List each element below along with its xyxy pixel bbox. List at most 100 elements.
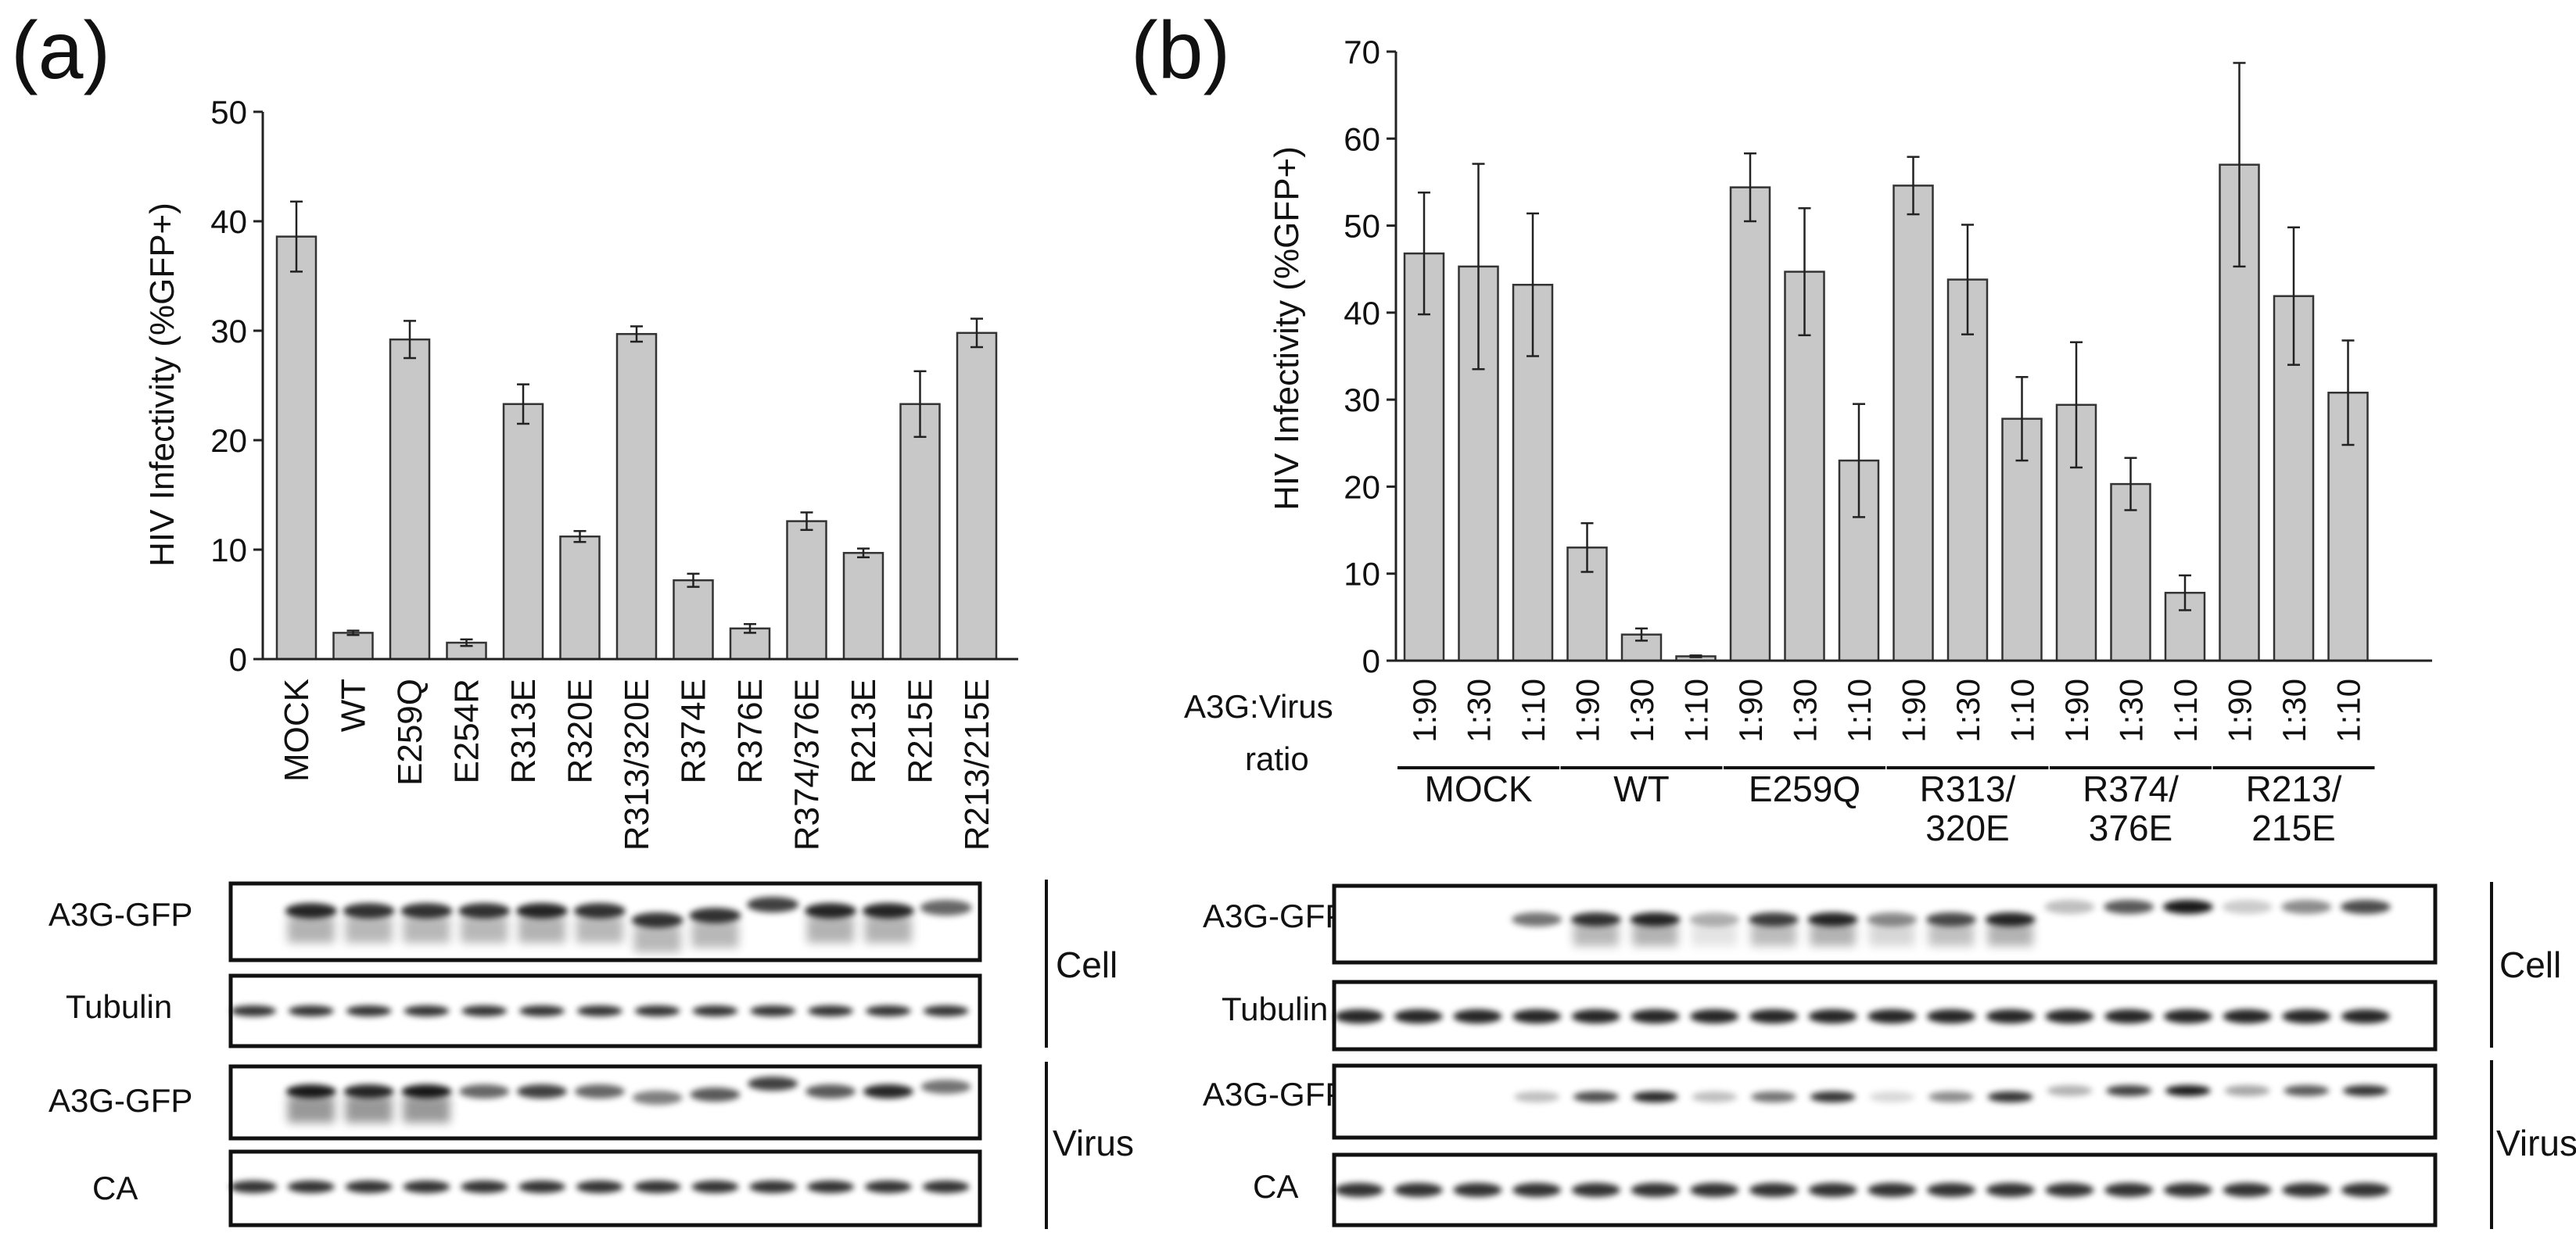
panel-a-y-tick-label: 40 <box>210 203 247 240</box>
cell-a3g-band <box>2044 900 2095 914</box>
bar-r313-320e-1-30 <box>1946 278 1989 662</box>
ca-band <box>2104 1183 2154 1197</box>
ca-band <box>2282 1183 2331 1197</box>
panel-a-y-ticks: 0 10 20 30 40 50 <box>210 94 263 678</box>
cell-a3g-band <box>2162 900 2213 914</box>
ca-band-r313e <box>461 1181 508 1193</box>
cell-a3g-smear <box>576 916 623 943</box>
panel-b-x-axis-title-line2: ratio <box>1245 740 1309 777</box>
panel-b-label: (b) <box>1131 5 1230 96</box>
group-label-wt: WT <box>1613 769 1670 809</box>
cell-a3g-band <box>2281 900 2332 914</box>
tubulin-band-e259q <box>346 1005 392 1016</box>
virus-a3g-band-r374e <box>632 1091 683 1105</box>
virus-side-label: Virus <box>1053 1123 1134 1163</box>
ratio-label: 1:10 <box>2167 679 2204 743</box>
blot-label-a3g-gfp-virus: A3G-GFP <box>48 1082 192 1119</box>
ca-band <box>1631 1183 1680 1197</box>
cell-a3g-smear <box>691 921 739 948</box>
cell-a3g-band-r213-215e <box>920 900 972 916</box>
ratio-label: 1:30 <box>1787 679 1824 743</box>
ratio-label: 1:90 <box>2058 679 2095 743</box>
category-label-wt: WT <box>335 679 373 732</box>
virus-side-label: Virus <box>2496 1123 2576 1163</box>
group-label-mock: MOCK <box>1425 769 1533 809</box>
tubulin-band <box>1335 1009 1383 1023</box>
cell-side-label: Cell <box>1056 944 1118 985</box>
ca-band-r215e <box>864 1181 912 1193</box>
tubulin-band <box>1631 1009 1680 1023</box>
category-label-r320e: R320E <box>561 679 600 784</box>
virus-a3g-band <box>2284 1085 2330 1096</box>
panel-b-bars <box>1403 62 2369 662</box>
blot-box-row-3 <box>228 1064 982 1141</box>
tubulin-band-r213e <box>808 1005 853 1016</box>
cell-a3g-band-r376e <box>689 908 741 923</box>
virus-a3g-band <box>1692 1091 1738 1102</box>
category-label-r374-376e: R374/376E <box>788 679 827 851</box>
ca-band-r374e <box>633 1181 681 1193</box>
ca-band-r320e <box>518 1181 565 1193</box>
tubulin-band-mock <box>231 1005 276 1016</box>
blot-label-a3g-gfp-cell: A3G-GFP <box>1203 898 1347 934</box>
category-label-r313-320e: R313/320E <box>618 679 656 851</box>
tubulin-band <box>1571 1009 1620 1023</box>
ca-band-e254r <box>403 1181 450 1193</box>
panel-a-western-blots: A3G-GFP Tubulin A3G-GFP CA Cell Virus <box>48 880 1134 1229</box>
virus-a3g-band <box>1514 1091 1560 1102</box>
ca-band <box>2341 1183 2390 1197</box>
bar-r374-376e <box>786 520 827 661</box>
ratio-label: 1:30 <box>2276 679 2312 743</box>
ratio-label: 1:90 <box>1570 679 1606 743</box>
cell-a3g-band-r313-320e <box>573 903 626 919</box>
panel-a-y-tick-label: 0 <box>229 641 247 678</box>
virus-a3g-band <box>2342 1085 2388 1096</box>
blot-label-tubulin: Tubulin <box>66 988 172 1025</box>
virus-a3g-band <box>1810 1091 1856 1102</box>
virus-a3g-band <box>2047 1085 2093 1096</box>
tubulin-band <box>1927 1009 1975 1023</box>
virus-a3g-band <box>2106 1085 2152 1096</box>
virus-a3g-smear <box>345 1096 393 1123</box>
tubulin-band <box>2163 1009 2212 1023</box>
cell-a3g-band <box>2340 900 2391 914</box>
tubulin-band-r374e <box>634 1005 680 1016</box>
ca-band <box>1690 1183 1739 1197</box>
group-label-r374-376e: 376E <box>2089 808 2172 848</box>
panel-b-y-ticks: 0 10 20 30 40 50 60 70 <box>1344 34 1396 679</box>
virus-a3g-band-r213e <box>805 1084 856 1098</box>
cell-a3g-band-r320e <box>516 903 568 919</box>
blot-label-tubulin: Tubulin <box>1222 991 1328 1027</box>
tubulin-band <box>1453 1009 1502 1023</box>
ratio-label: 1:90 <box>1732 679 1769 743</box>
cell-a3g-smear <box>1573 923 1619 946</box>
cell-a3g-smear <box>807 916 854 943</box>
ca-band <box>1808 1183 1857 1197</box>
virus-a3g-band <box>1869 1091 1915 1102</box>
cell-a3g-band <box>2104 900 2154 914</box>
ca-band <box>1394 1183 1443 1197</box>
virus-a3g-band-r215e <box>863 1084 913 1098</box>
ca-band-r313-320e <box>576 1181 623 1193</box>
category-label-e254r: E254R <box>448 679 486 784</box>
panel-a-y-tick-label: 20 <box>210 422 247 459</box>
panel-b-y-tick-label: 50 <box>1344 208 1380 245</box>
bar-r313e <box>502 403 544 661</box>
cell-a3g-smear <box>1810 923 1856 946</box>
virus-a3g-band-r313e <box>459 1084 510 1098</box>
ca-band-r213-215e <box>922 1181 970 1193</box>
cell-a3g-smear <box>1869 923 1915 946</box>
panel-b-y-tick-label: 10 <box>1344 556 1380 593</box>
panel-b-x-axis-title-line1: A3G:Virus <box>1184 688 1333 725</box>
cell-a3g-smear <box>287 916 335 943</box>
bar-e259q <box>389 338 431 661</box>
cell-a3g-band-r374-376e <box>747 897 799 912</box>
virus-a3g-band <box>2224 1085 2270 1096</box>
tubulin-band <box>2282 1009 2331 1023</box>
ca-band-wt <box>287 1181 335 1193</box>
bar-mock <box>275 235 318 661</box>
virus-a3g-band <box>1573 1091 1619 1102</box>
virus-a3g-band-r376e <box>690 1088 741 1102</box>
cell-a3g-band-wt <box>285 903 337 919</box>
tubulin-band <box>1749 1009 1798 1023</box>
